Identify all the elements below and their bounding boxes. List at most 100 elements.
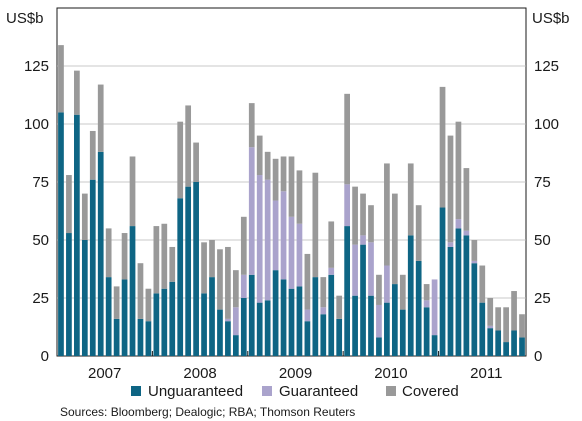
bar-covered-48 xyxy=(439,86,446,208)
bar-covered-7 xyxy=(113,286,120,319)
bar-covered-27 xyxy=(272,158,279,201)
bar-unguaranteed-1 xyxy=(66,233,72,356)
bar-covered-3 xyxy=(81,193,88,240)
bar-unguaranteed-58 xyxy=(519,337,525,356)
bar-unguaranteed-39 xyxy=(368,295,374,356)
bar-unguaranteed-8 xyxy=(121,279,128,356)
bar-unguaranteed-32 xyxy=(312,277,319,356)
bar-guaranteed-47 xyxy=(431,279,438,336)
bar-covered-33 xyxy=(320,277,327,308)
bar-covered-1 xyxy=(66,175,72,234)
bar-covered-28 xyxy=(280,156,287,192)
bar-covered-19 xyxy=(209,240,215,278)
bar-guaranteed-34 xyxy=(328,267,335,275)
bar-unguaranteed-4 xyxy=(89,179,96,356)
bar-covered-29 xyxy=(288,156,295,217)
bar-unguaranteed-36 xyxy=(344,226,350,356)
bar-covered-55 xyxy=(495,307,502,331)
bar-covered-18 xyxy=(201,242,207,294)
y-tick-label-left: 125 xyxy=(24,58,49,75)
bar-covered-49 xyxy=(447,135,454,243)
bar-unguaranteed-47 xyxy=(431,335,438,356)
bar-covered-34 xyxy=(328,221,335,268)
bar-covered-32 xyxy=(312,172,319,278)
bar-covered-41 xyxy=(384,163,390,266)
bar-unguaranteed-56 xyxy=(503,342,509,356)
legend-label-covered: Covered xyxy=(402,383,459,400)
bar-guaranteed-21 xyxy=(225,318,231,322)
bar-unguaranteed-25 xyxy=(256,302,263,356)
bar-unguaranteed-53 xyxy=(479,302,486,356)
bar-covered-38 xyxy=(360,193,366,236)
bar-unguaranteed-57 xyxy=(511,330,517,356)
bar-guaranteed-31 xyxy=(304,309,311,322)
bar-covered-35 xyxy=(336,295,343,319)
bar-unguaranteed-35 xyxy=(336,318,343,356)
bar-unguaranteed-14 xyxy=(169,281,176,356)
bar-guaranteed-29 xyxy=(288,216,295,289)
bar-unguaranteed-42 xyxy=(391,284,398,356)
bar-guaranteed-40 xyxy=(376,304,382,338)
bar-unguaranteed-55 xyxy=(495,330,502,356)
bar-covered-16 xyxy=(185,105,192,187)
bar-unguaranteed-49 xyxy=(447,246,454,356)
legend-swatch-covered xyxy=(386,386,396,396)
bar-unguaranteed-46 xyxy=(423,307,430,356)
bar-covered-12 xyxy=(153,226,160,294)
y-tick-label-right: 25 xyxy=(534,290,551,307)
legend-label-guaranteed: Guaranteed xyxy=(279,383,358,400)
bar-unguaranteed-27 xyxy=(272,270,279,356)
bar-covered-17 xyxy=(193,142,199,182)
bar-unguaranteed-10 xyxy=(137,318,144,356)
x-tick-label-2007: 2007 xyxy=(88,365,121,382)
bar-unguaranteed-17 xyxy=(193,182,199,356)
bar-covered-24 xyxy=(248,103,255,148)
bar-guaranteed-33 xyxy=(320,307,327,315)
bar-covered-56 xyxy=(503,307,509,343)
bar-unguaranteed-48 xyxy=(439,207,446,356)
left-unit-label: US$b xyxy=(6,10,44,27)
bar-covered-50 xyxy=(455,121,462,220)
legend-swatch-unguaranteed xyxy=(131,386,141,396)
bar-unguaranteed-51 xyxy=(463,235,470,356)
bar-unguaranteed-54 xyxy=(487,328,494,356)
bar-guaranteed-46 xyxy=(423,300,430,308)
bar-guaranteed-51 xyxy=(463,230,470,236)
legend-label-unguaranteed: Unguaranteed xyxy=(148,383,243,400)
bar-guaranteed-39 xyxy=(368,242,374,296)
source-note: Sources: Bloomberg; Dealogic; RBA; Thoms… xyxy=(60,405,355,419)
bar-unguaranteed-50 xyxy=(455,228,462,356)
x-tick-label-2009: 2009 xyxy=(279,365,312,382)
bar-guaranteed-49 xyxy=(447,242,454,247)
bar-covered-13 xyxy=(161,223,168,289)
bar-unguaranteed-5 xyxy=(97,151,104,356)
bar-guaranteed-23 xyxy=(240,274,247,298)
bar-covered-45 xyxy=(415,205,422,261)
y-tick-label-right: 125 xyxy=(534,58,559,75)
bar-covered-54 xyxy=(487,298,494,326)
bar-covered-51 xyxy=(463,168,470,231)
bar-covered-2 xyxy=(74,70,80,115)
right-unit-label: US$b xyxy=(532,10,570,27)
bar-unguaranteed-19 xyxy=(209,277,215,356)
bar-guaranteed-28 xyxy=(280,191,287,280)
bar-unguaranteed-43 xyxy=(399,309,406,356)
bar-unguaranteed-34 xyxy=(328,274,335,356)
bar-unguaranteed-23 xyxy=(240,298,247,356)
bar-guaranteed-37 xyxy=(352,244,358,296)
bar-covered-58 xyxy=(519,314,525,338)
y-tick-label-left: 0 xyxy=(41,348,49,365)
bar-unguaranteed-13 xyxy=(161,288,168,356)
bar-guaranteed-30 xyxy=(296,223,303,287)
y-tick-label-right: 0 xyxy=(534,348,542,365)
bar-covered-9 xyxy=(129,156,136,227)
bar-unguaranteed-44 xyxy=(407,235,414,356)
bar-unguaranteed-30 xyxy=(296,286,303,356)
bar-guaranteed-27 xyxy=(272,200,279,271)
bar-covered-30 xyxy=(296,170,303,224)
bar-guaranteed-38 xyxy=(360,235,366,245)
y-tick-label-left: 50 xyxy=(32,232,49,249)
bar-unguaranteed-6 xyxy=(105,277,112,356)
bar-unguaranteed-45 xyxy=(415,260,422,356)
bar-unguaranteed-20 xyxy=(217,309,223,356)
